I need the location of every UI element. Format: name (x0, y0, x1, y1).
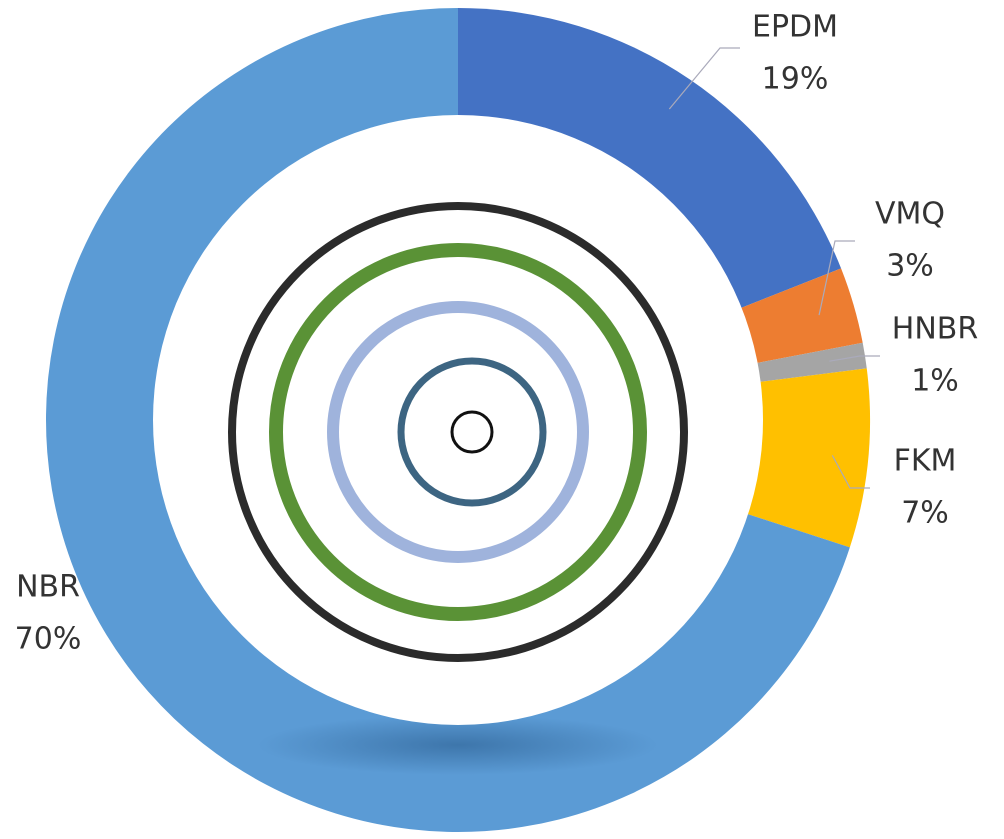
leader-line (831, 455, 870, 489)
data-label-name: EPDM (752, 10, 838, 45)
leader-line (668, 47, 740, 110)
data-label-name: NBR (16, 570, 80, 605)
data-label-value: 70% (15, 622, 82, 657)
ring (327, 301, 589, 563)
shadow (258, 715, 658, 775)
data-label-name: HNBR (892, 312, 978, 347)
ring (228, 202, 688, 662)
leader-line (818, 240, 855, 316)
data-label-value: 1% (911, 364, 959, 399)
leader-line (829, 355, 880, 362)
data-label-name: VMQ (875, 197, 945, 232)
data-label-value: 3% (886, 249, 934, 284)
data-label-value: 7% (901, 496, 949, 531)
ring (397, 357, 547, 507)
o-rings (228, 202, 688, 662)
data-label-name: FKM (894, 444, 957, 479)
ring (450, 410, 494, 454)
data-label-value: 19% (762, 62, 829, 97)
ring (269, 243, 647, 621)
